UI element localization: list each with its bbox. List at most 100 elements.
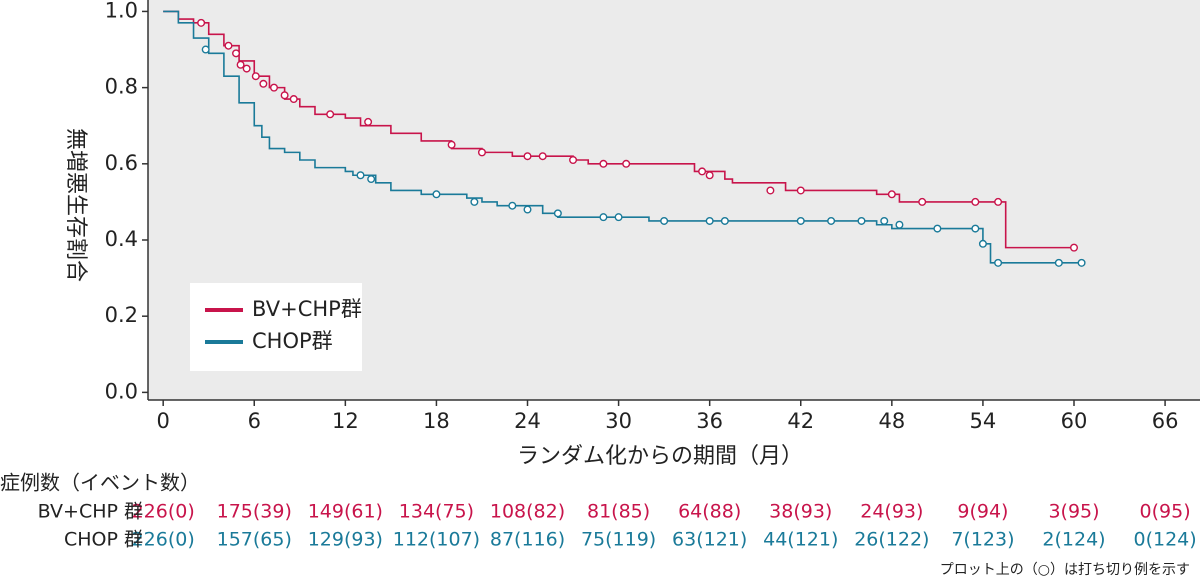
censor-mark <box>895 220 904 229</box>
risk-cell: 24(93) <box>860 501 923 523</box>
censor-mark <box>614 213 623 222</box>
censor-mark <box>720 216 729 225</box>
censor-mark <box>796 186 805 195</box>
censor-mark <box>918 197 927 206</box>
censor-mark <box>1054 258 1063 267</box>
censor-mark <box>857 216 866 225</box>
censor-mark <box>1070 243 1079 252</box>
risk-cell: 38(93) <box>769 501 832 523</box>
censor-mark <box>201 45 210 54</box>
y-tick-label: 0.6 <box>105 151 138 175</box>
risk-table-title: 症例数（イベント数） <box>0 471 200 495</box>
censor-mark <box>432 190 441 199</box>
censor-mark <box>933 224 942 233</box>
censor-mark <box>289 95 298 104</box>
risk-cell: 112(107) <box>393 529 480 551</box>
y-tick-label: 0.8 <box>105 75 138 99</box>
censor-mark <box>994 258 1003 267</box>
censor-mark <box>880 216 889 225</box>
survival-curve <box>163 10 1082 264</box>
y-tick-label: 0.0 <box>105 379 138 403</box>
censor-mark <box>660 216 669 225</box>
y-tick-label: 0.2 <box>105 303 138 327</box>
risk-cell: 7(123) <box>951 529 1014 551</box>
censor-mark <box>622 159 631 168</box>
censor-mark <box>523 152 532 161</box>
censor-mark <box>326 110 335 119</box>
x-tick-label: 18 <box>423 409 450 433</box>
risk-cell: 0(95) <box>1140 501 1191 523</box>
x-tick-label: 24 <box>514 409 541 433</box>
censor-mark <box>705 171 714 180</box>
censor-mark <box>470 197 479 206</box>
y-tick-label: 0.4 <box>105 227 138 251</box>
censor-mark <box>796 216 805 225</box>
risk-row-label: BV+CHP 群 <box>38 501 143 523</box>
x-tick-label: 30 <box>605 409 632 433</box>
risk-cell: 226(0) <box>132 529 195 551</box>
censor-mark <box>523 205 532 214</box>
censor-mark <box>242 64 251 73</box>
x-tick-label: 54 <box>970 409 997 433</box>
risk-cell: 108(82) <box>490 501 565 523</box>
risk-cell: 75(119) <box>581 529 656 551</box>
x-tick-label: 42 <box>787 409 814 433</box>
censor-mark <box>698 167 707 176</box>
footnote: プロット上の（○）は打ち切り例を示す <box>940 561 1190 578</box>
censor-mark <box>251 72 260 81</box>
risk-row-label: CHOP 群 <box>64 529 143 551</box>
x-axis-label: ランダム化からの期間（月） <box>517 444 803 469</box>
censor-mark <box>1077 258 1086 267</box>
risk-cell: 87(116) <box>490 529 565 551</box>
censor-mark <box>356 171 365 180</box>
censor-mark <box>827 216 836 225</box>
risk-cell: 81(85) <box>587 501 650 523</box>
censor-mark <box>887 190 896 199</box>
risk-cell: 149(61) <box>308 501 383 523</box>
risk-cell: 157(65) <box>217 529 292 551</box>
censor-mark <box>766 186 775 195</box>
censor-mark <box>508 201 517 210</box>
censor-mark <box>236 60 245 69</box>
risk-cell: 63(121) <box>672 529 747 551</box>
censor-mark <box>994 197 1003 206</box>
censor-mark <box>538 152 547 161</box>
censor-mark <box>553 209 562 218</box>
risk-cell: 175(39) <box>217 501 292 523</box>
censor-mark <box>705 216 714 225</box>
risk-cell: 0(124) <box>1133 529 1196 551</box>
risk-cell: 2(124) <box>1042 529 1105 551</box>
censor-mark <box>269 83 278 92</box>
censor-mark <box>259 79 268 88</box>
censor-mark <box>599 159 608 168</box>
x-tick-label: 0 <box>156 409 169 433</box>
legend-label: BV+CHP群 <box>252 297 362 321</box>
risk-cell: 226(0) <box>132 501 195 523</box>
censor-mark <box>569 155 578 164</box>
y-tick-label: 1.0 <box>105 0 138 22</box>
censor-mark <box>447 140 456 149</box>
censor-mark <box>477 148 486 157</box>
risk-cell: 134(75) <box>399 501 474 523</box>
risk-cell: 44(121) <box>763 529 838 551</box>
legend-label: CHOP群 <box>252 329 333 353</box>
legend <box>190 283 362 371</box>
censor-mark <box>971 197 980 206</box>
censor-mark <box>978 239 987 248</box>
survival-curve <box>163 10 1074 249</box>
risk-cell: 3(95) <box>1048 501 1099 523</box>
censor-mark <box>224 41 233 50</box>
y-axis-label: 無増悪生存割合 <box>63 128 88 282</box>
x-tick-label: 60 <box>1061 409 1088 433</box>
censor-mark <box>280 91 289 100</box>
x-tick-label: 48 <box>878 409 905 433</box>
censor-mark <box>599 213 608 222</box>
censor-mark <box>364 117 373 126</box>
x-tick-label: 66 <box>1152 409 1179 433</box>
risk-cell: 64(88) <box>678 501 741 523</box>
risk-cell: 26(122) <box>854 529 929 551</box>
censor-mark <box>232 49 241 58</box>
censor-mark <box>971 224 980 233</box>
censor-mark <box>197 18 206 27</box>
